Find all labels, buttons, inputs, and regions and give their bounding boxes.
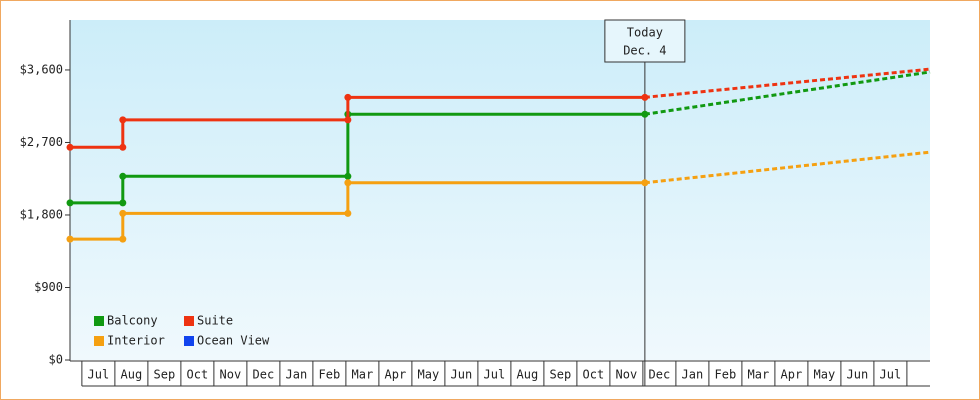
x-tick-label: Jun [847,368,869,382]
x-tick-label: Jul [880,368,902,382]
legend-label: Ocean View [197,334,270,348]
data-point [641,93,649,101]
data-point [344,179,352,187]
legend-swatch [94,316,104,326]
legend-swatch [184,336,194,346]
y-tick-label: $1,800 [20,207,63,221]
x-tick-label: Nov [220,368,242,382]
data-point [66,235,74,243]
today-label: Today [627,26,663,40]
x-tick-label: Apr [385,368,407,382]
x-tick-label: Apr [781,368,803,382]
series-line [70,181,645,241]
data-point [344,93,352,101]
data-point [66,143,74,151]
x-tick-label: Dec [649,368,671,382]
y-tick-label: $2,700 [20,135,63,149]
legend-label: Suite [197,314,233,328]
x-tick-label: Oct [187,368,209,382]
x-tick-label: Feb [319,368,341,382]
x-tick-label: Aug [517,368,539,382]
y-tick-label: $3,600 [20,62,63,76]
x-tick-label: Mar [352,368,374,382]
x-tick-label: Jul [484,368,506,382]
x-tick-label: Jun [451,368,473,382]
x-tick-label: Nov [616,368,638,382]
data-point [344,209,352,217]
data-point [119,199,127,207]
x-tick-label: Mar [748,368,770,382]
x-tick-label: Feb [715,368,737,382]
y-tick-label: $900 [34,280,63,294]
x-tick-label: Dec [253,368,275,382]
legend-label: Balcony [107,314,158,328]
series-line [70,112,645,205]
legend-label: Interior [107,334,165,348]
x-tick-label: Aug [121,368,143,382]
y-tick-label: $0 [49,353,63,367]
x-tick-label: Oct [583,368,605,382]
data-point [66,199,74,207]
data-point [119,143,127,151]
data-point [119,116,127,124]
x-tick-label: May [814,368,836,382]
series-projection [644,70,931,116]
x-tick-label: Jan [682,368,704,382]
data-point [119,235,127,243]
plot-area [70,20,930,360]
legend-swatch [184,316,194,326]
data-point [119,172,127,180]
data-point [641,179,649,187]
series-line [70,95,645,149]
today-box [604,19,686,63]
data-point [344,172,352,180]
data-point [641,110,649,118]
x-tick-label: May [418,368,440,382]
today-label: Dec. 4 [623,44,666,58]
legend-swatch [94,336,104,346]
x-tick-label: Jul [88,368,110,382]
data-point [119,209,127,217]
x-tick-label: Sep [154,368,176,382]
data-point [344,116,352,124]
x-tick-label: Sep [550,368,572,382]
x-tick-label: Jan [286,368,308,382]
